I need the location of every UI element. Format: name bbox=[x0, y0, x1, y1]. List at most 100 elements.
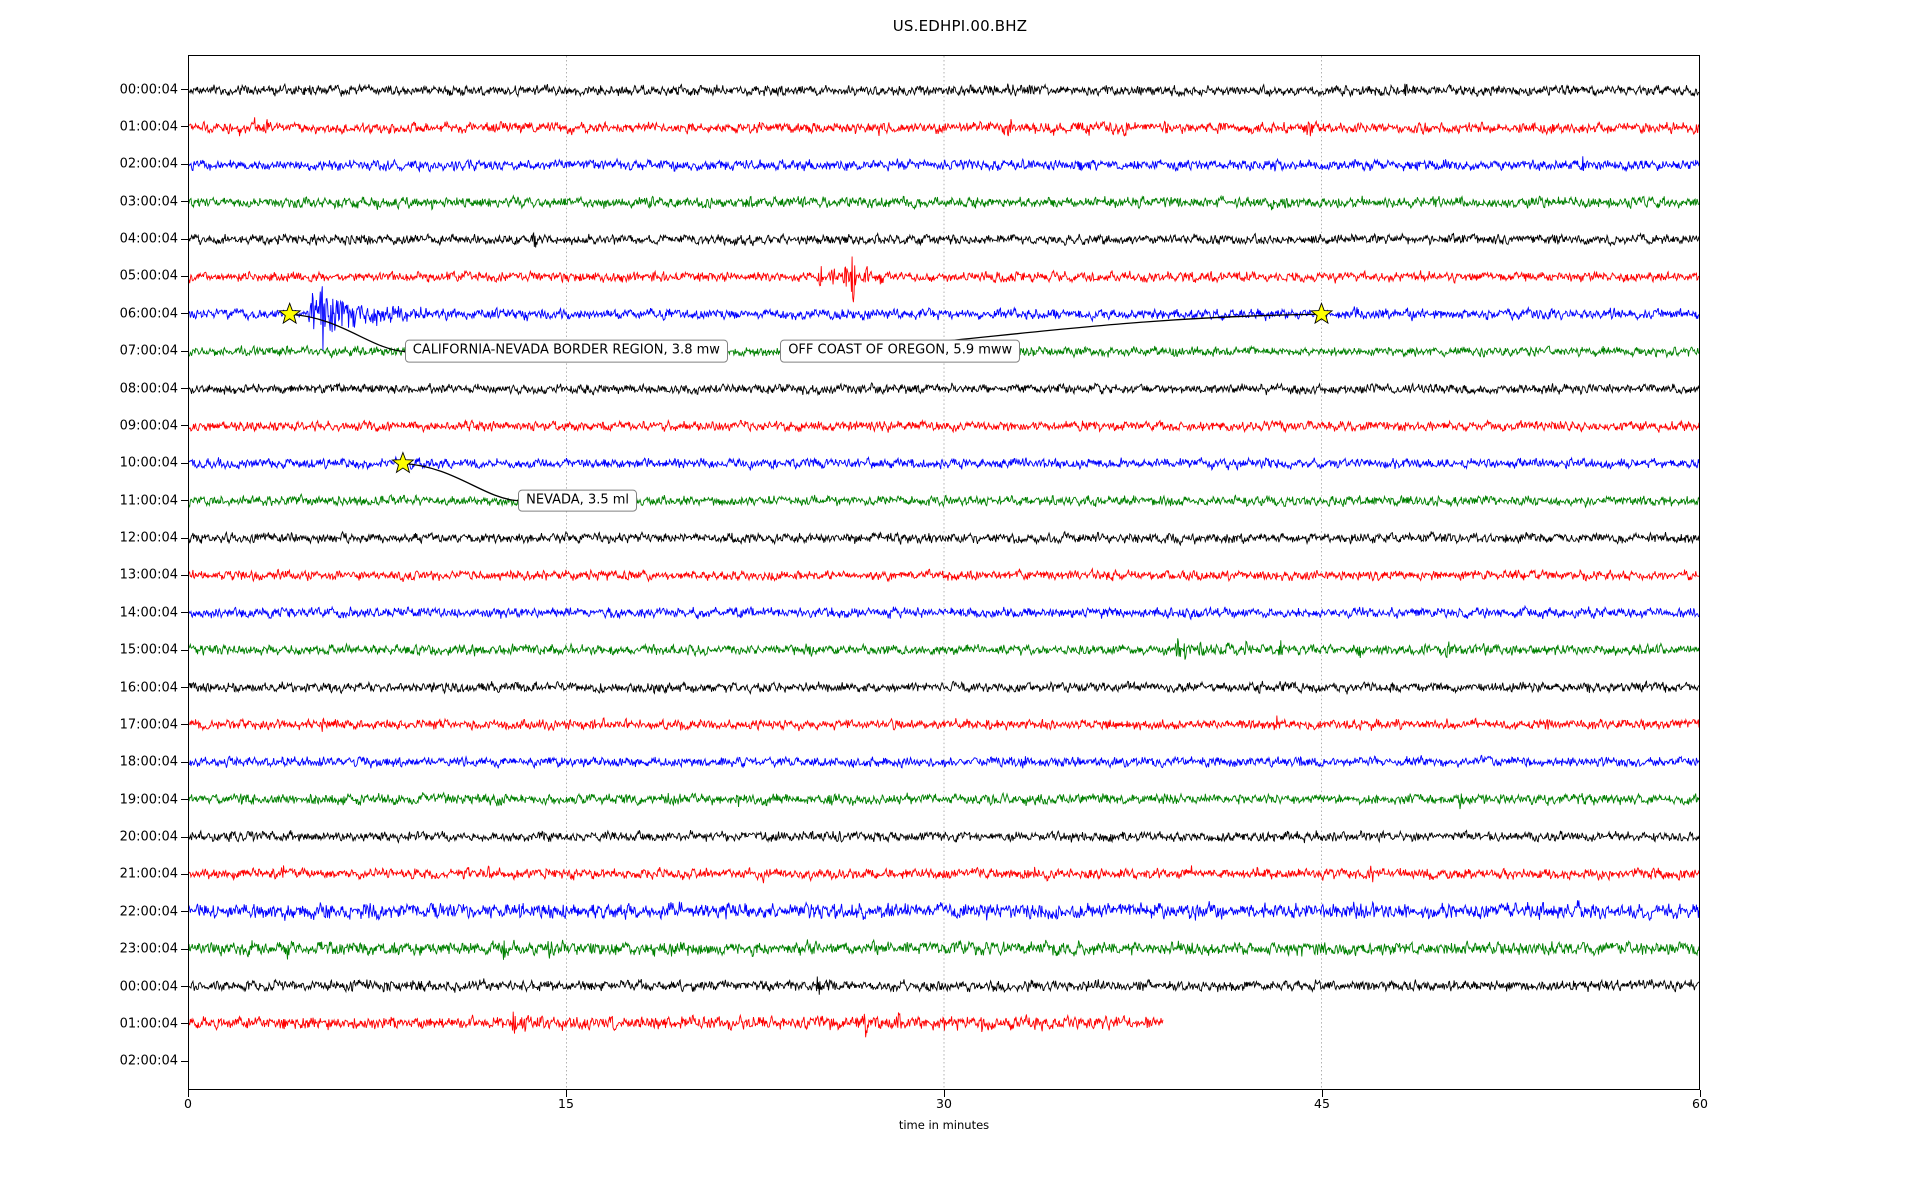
y-axis-tick bbox=[181, 462, 188, 464]
x-axis-tick-label: 15 bbox=[558, 1096, 574, 1111]
y-axis-tick bbox=[181, 836, 188, 838]
seismogram-trace bbox=[189, 117, 1699, 137]
page-title: US.EDHPI.00.BHZ bbox=[892, 17, 1028, 35]
y-axis-tick-label: 02:00:04 bbox=[119, 1053, 178, 1069]
seismogram-trace bbox=[189, 604, 1699, 621]
annotation-leader-line bbox=[402, 462, 519, 502]
plot-area bbox=[188, 55, 1700, 1090]
x-axis-tick-label: 0 bbox=[184, 1096, 192, 1111]
seismogram-trace bbox=[189, 715, 1699, 732]
seismogram-trace bbox=[189, 418, 1699, 434]
y-axis-tick bbox=[181, 425, 188, 427]
seismogram-traces bbox=[189, 56, 1699, 1089]
y-axis-tick bbox=[181, 574, 188, 576]
y-axis-tick bbox=[181, 275, 188, 277]
seismogram-trace bbox=[189, 492, 1699, 509]
star-icon[interactable] bbox=[391, 451, 415, 474]
y-axis-tick-label: 11:00:04 bbox=[119, 493, 178, 509]
seismogram-trace bbox=[189, 976, 1699, 995]
x-axis-tick-label: 45 bbox=[1314, 1096, 1330, 1111]
y-axis-tick-label: 08:00:04 bbox=[119, 381, 178, 396]
y-axis-tick bbox=[181, 1060, 188, 1062]
y-axis-tick-label: 19:00:04 bbox=[119, 792, 178, 808]
y-axis-tick-label: 22:00:04 bbox=[119, 904, 178, 920]
event-annotation-label[interactable]: CALIFORNIA-NEVADA BORDER REGION, 3.8 mw bbox=[404, 339, 728, 363]
seismogram-trace bbox=[189, 791, 1699, 810]
y-axis-tick bbox=[181, 799, 188, 801]
y-axis-tick bbox=[181, 537, 188, 539]
y-axis-tick bbox=[181, 201, 188, 203]
seismogram-trace bbox=[189, 680, 1699, 696]
y-axis-tick bbox=[181, 948, 188, 950]
annotation-leader-line bbox=[289, 313, 406, 353]
seismogram-trace bbox=[189, 638, 1699, 660]
y-axis-tick-label: 23:00:04 bbox=[119, 941, 178, 957]
y-axis-tick bbox=[181, 350, 188, 352]
y-axis-tick-label: 01:00:04 bbox=[119, 1016, 178, 1032]
y-axis-tick-label: 00:00:04 bbox=[119, 82, 178, 97]
y-axis-tick bbox=[181, 612, 188, 614]
seismogram-trace bbox=[189, 938, 1699, 960]
event-annotation-label[interactable]: OFF COAST OF OREGON, 5.9 mww bbox=[780, 339, 1021, 363]
seismogram-trace bbox=[189, 1011, 1164, 1038]
seismogram-trace bbox=[189, 231, 1699, 248]
y-axis-tick bbox=[181, 724, 188, 726]
star-icon[interactable] bbox=[277, 301, 302, 325]
seismogram-trace bbox=[189, 194, 1699, 211]
y-axis-tick bbox=[181, 687, 188, 688]
seismogram-trace bbox=[189, 829, 1699, 844]
y-axis-tick-label: 14:00:04 bbox=[119, 605, 178, 621]
y-axis-tick bbox=[181, 163, 188, 165]
y-axis-tick-label: 03:00:04 bbox=[119, 194, 178, 210]
seismogram-trace bbox=[189, 82, 1699, 98]
y-axis-tick-label: 09:00:04 bbox=[119, 418, 178, 434]
y-axis-tick bbox=[181, 500, 188, 502]
seismogram-trace bbox=[189, 455, 1699, 472]
y-axis-tick-label: 17:00:04 bbox=[119, 717, 178, 733]
x-axis-tick bbox=[565, 1090, 567, 1097]
y-axis-tick bbox=[181, 126, 188, 128]
y-axis-tick bbox=[181, 238, 188, 240]
y-axis-tick bbox=[181, 388, 188, 389]
y-axis-tick bbox=[181, 761, 188, 763]
x-axis-title: time in minutes bbox=[898, 1118, 990, 1132]
y-axis-tick bbox=[181, 986, 188, 987]
x-axis-tick-label: 30 bbox=[936, 1096, 952, 1111]
seismogram-trace bbox=[189, 567, 1699, 583]
y-axis-tick bbox=[181, 873, 188, 875]
y-axis-tick bbox=[181, 911, 188, 913]
y-axis-tick-label: 18:00:04 bbox=[119, 754, 178, 770]
y-axis-tick-label: 21:00:04 bbox=[119, 866, 178, 882]
y-axis-tick-label: 13:00:04 bbox=[119, 567, 178, 583]
x-axis-tick-label: 60 bbox=[1692, 1096, 1708, 1111]
seismogram-trace bbox=[189, 286, 1699, 351]
seismogram-trace bbox=[189, 156, 1699, 173]
y-axis-tick-label: 01:00:04 bbox=[119, 119, 178, 135]
x-axis-tick bbox=[943, 1090, 945, 1097]
y-axis-tick bbox=[181, 313, 188, 315]
y-axis-tick-label: 10:00:04 bbox=[119, 455, 178, 471]
y-axis-tick-label: 12:00:04 bbox=[119, 530, 178, 546]
seismogram-trace bbox=[189, 754, 1699, 770]
x-axis-tick bbox=[1699, 1090, 1701, 1097]
y-axis-tick-label: 04:00:04 bbox=[119, 231, 178, 247]
y-axis-tick-label: 15:00:04 bbox=[119, 642, 178, 658]
y-axis-tick-label: 00:00:04 bbox=[119, 979, 178, 994]
seismogram-trace bbox=[189, 900, 1699, 922]
y-axis-tick bbox=[181, 1023, 188, 1025]
y-axis-tick-label: 02:00:04 bbox=[119, 156, 178, 172]
y-axis-tick-label: 16:00:04 bbox=[119, 680, 178, 695]
y-axis-tick-label: 05:00:04 bbox=[119, 268, 178, 284]
star-icon[interactable] bbox=[1309, 301, 1334, 325]
seismogram-trace bbox=[189, 256, 1699, 303]
y-axis-tick bbox=[181, 649, 188, 651]
y-axis-tick-label: 20:00:04 bbox=[119, 829, 178, 845]
x-axis-tick bbox=[1321, 1090, 1323, 1097]
x-axis-tick bbox=[187, 1090, 189, 1097]
seismogram-trace bbox=[189, 530, 1699, 547]
y-axis-tick-label: 07:00:04 bbox=[119, 343, 178, 359]
y-axis-tick-label: 06:00:04 bbox=[119, 306, 178, 322]
event-annotation-label[interactable]: NEVADA, 3.5 ml bbox=[518, 489, 638, 512]
y-axis-tick bbox=[181, 89, 188, 90]
